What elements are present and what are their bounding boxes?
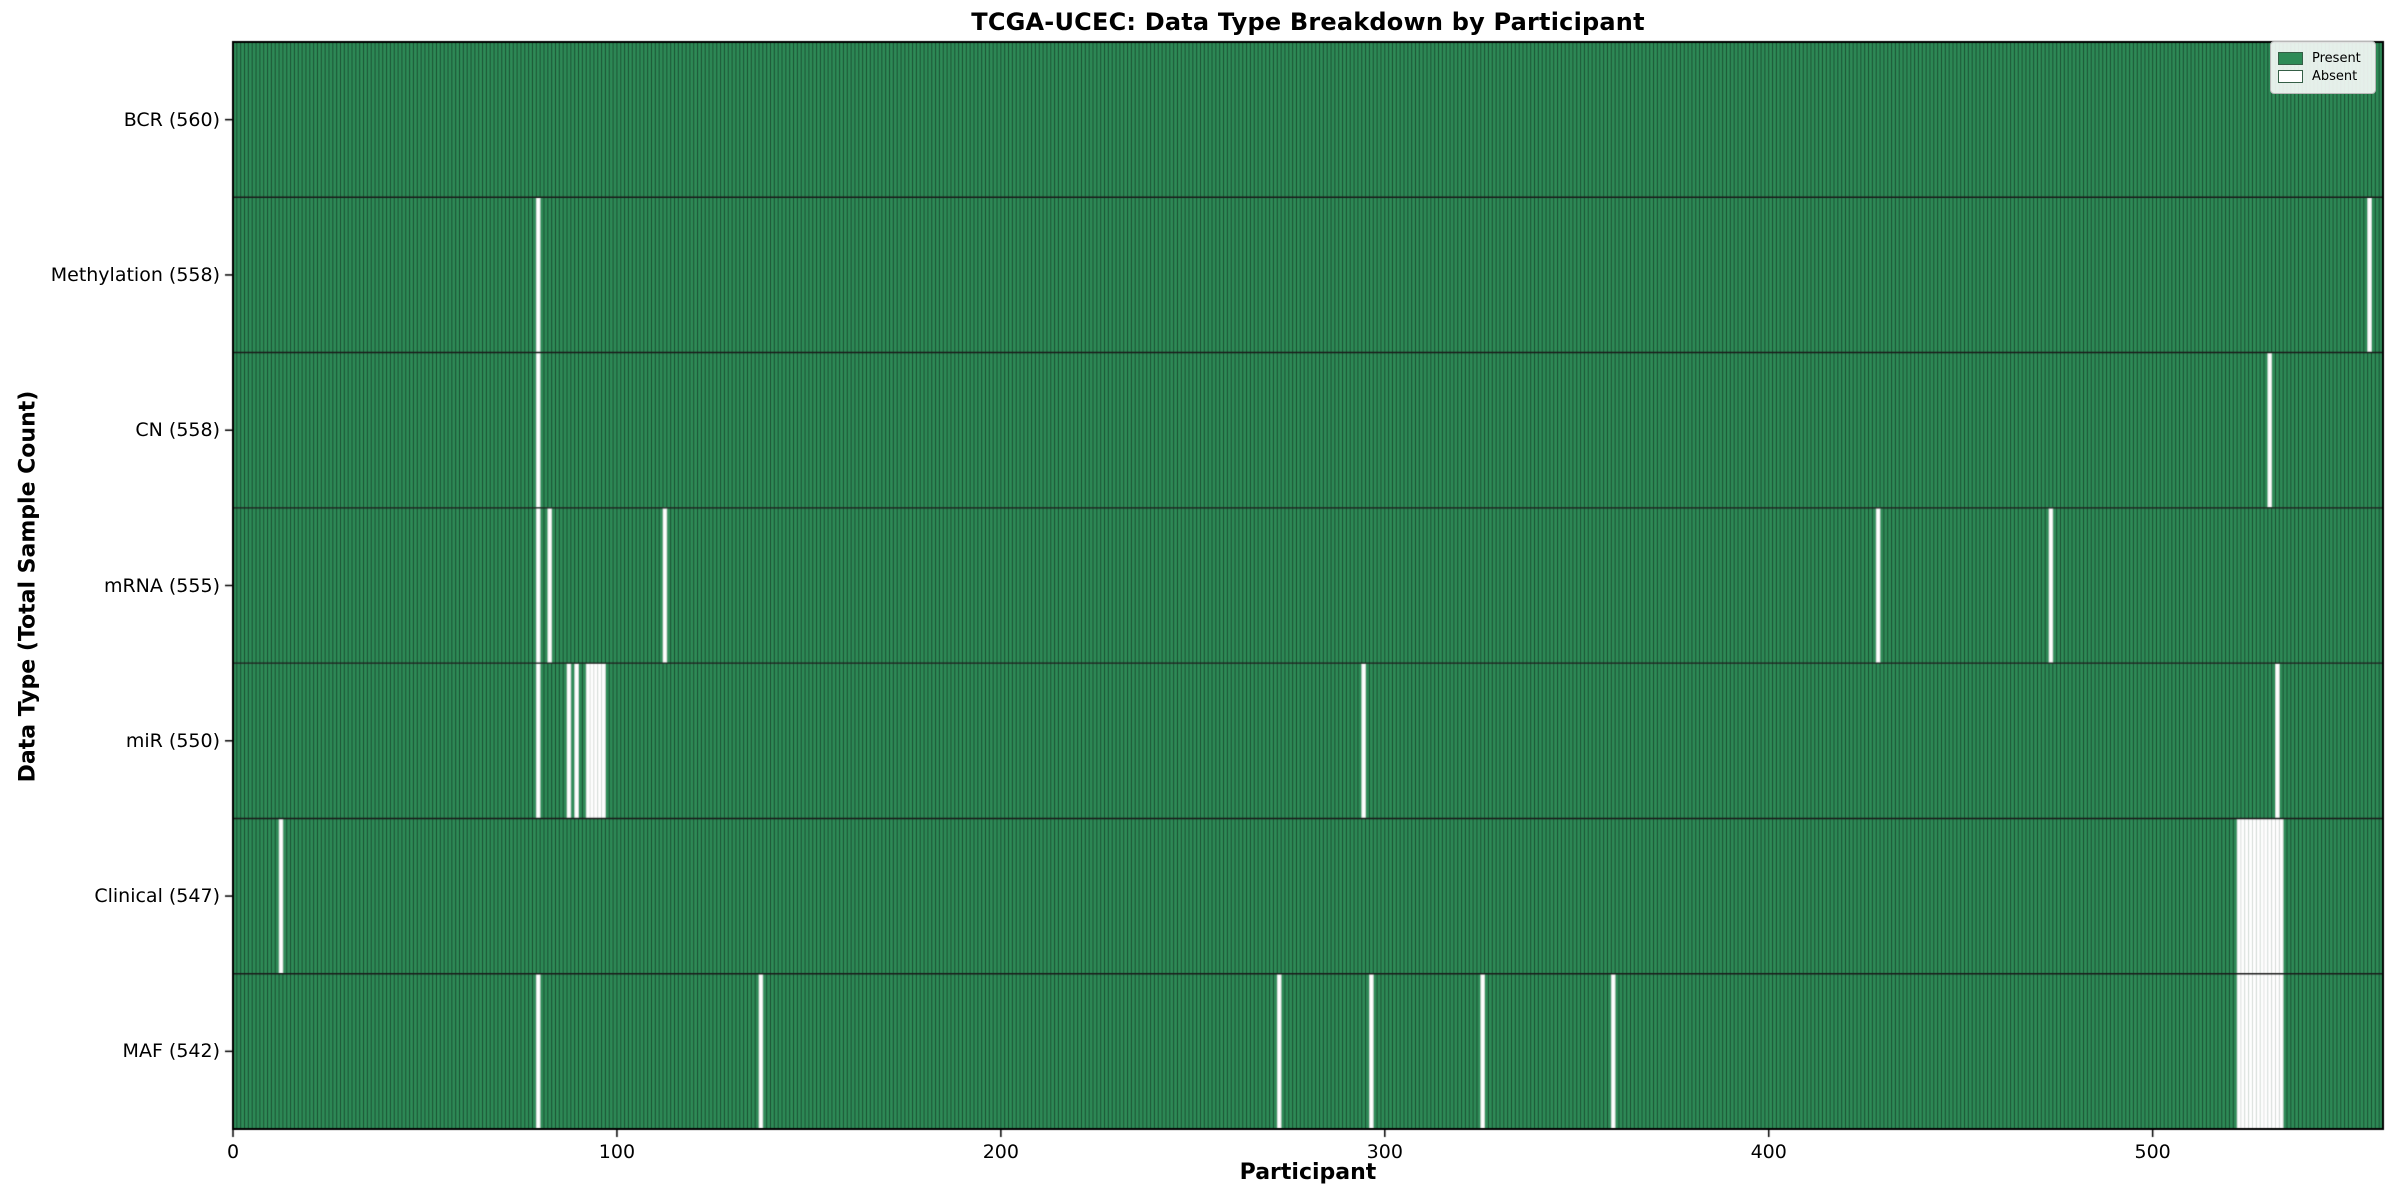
y-tick-label: MAF (542) <box>122 1040 220 1063</box>
legend-item-present: Present <box>2278 51 2367 66</box>
y-tick-label: miR (550) <box>125 729 220 752</box>
legend-label-absent: Absent <box>2312 69 2358 84</box>
legend-label-present: Present <box>2312 51 2361 66</box>
absent-swatch-icon <box>2278 70 2303 83</box>
y-tick-label: CN (558) <box>135 419 220 442</box>
x-axis-label: Participant <box>1239 1160 1377 1185</box>
x-tick-label: 100 <box>598 1141 636 1163</box>
legend: Present Absent <box>2270 41 2376 94</box>
legend-item-absent: Absent <box>2278 69 2367 84</box>
x-tick-label: 400 <box>1750 1141 1787 1163</box>
x-tick-label: 300 <box>1366 1141 1403 1163</box>
y-tick-label: mRNA (555) <box>103 574 220 597</box>
present-swatch-icon <box>2278 52 2303 65</box>
chart-title: TCGA-UCEC: Data Type Breakdown by Partic… <box>971 8 1645 36</box>
x-tick-label: 0 <box>226 1141 240 1163</box>
y-tick-label: Clinical (547) <box>94 885 220 908</box>
y-tick-label: Methylation (558) <box>50 263 220 286</box>
y-tick-label: BCR (560) <box>123 108 220 131</box>
x-tick-label: 500 <box>2134 1141 2171 1163</box>
x-tick-label: 200 <box>982 1141 1019 1163</box>
